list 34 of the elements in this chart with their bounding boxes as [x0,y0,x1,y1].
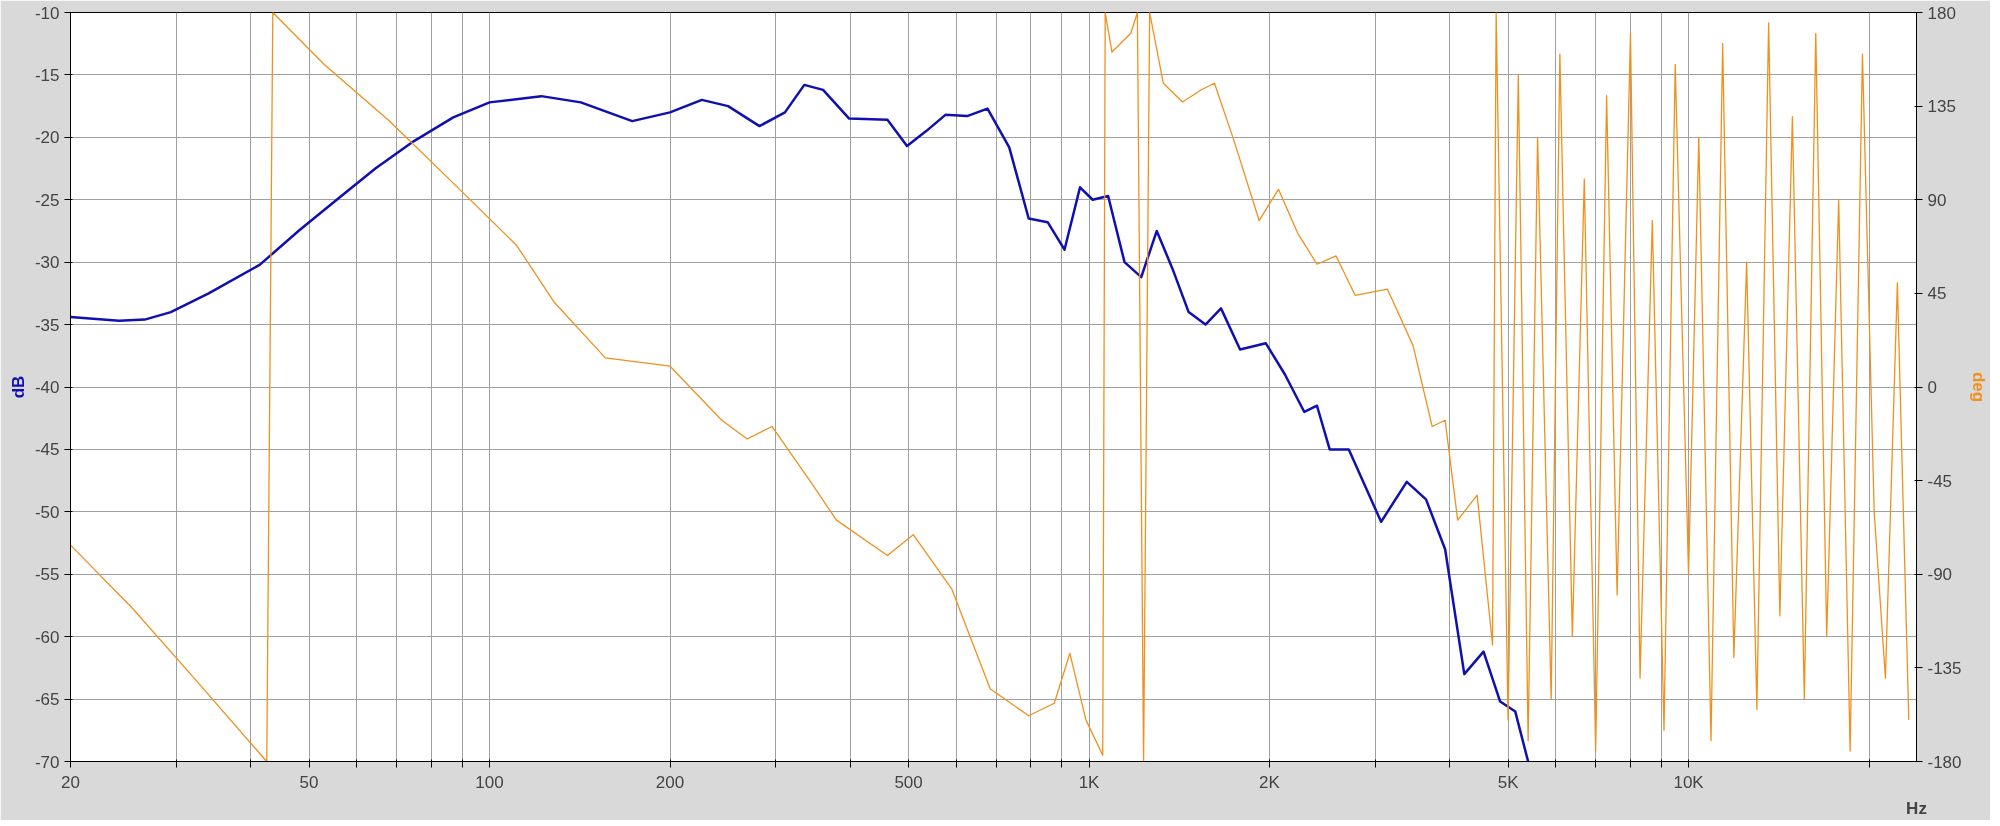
y-tick-label: -40 [34,378,60,397]
y-tick-label: -10 [34,3,60,23]
y-tick-label: -20 [34,128,60,148]
y-tick-label: -25 [34,190,60,210]
y-tick-label: -30 [34,253,60,273]
y2-tick-label: 180 [1927,3,1956,23]
y2-tick-label: 90 [1927,190,1947,210]
y2-tick-label: -45 [1927,471,1953,491]
y-tick-label: -55 [34,565,60,585]
y-tick-label: -15 [34,65,60,85]
y2-tick-label: -180 [1927,752,1962,772]
y-axis-title: dB [8,375,28,399]
y-tick-label: -45 [34,440,60,460]
x-tick-label: 50 [299,772,319,792]
x-tick-label: 10K [1673,772,1705,792]
x-axis-title: Hz [1906,798,1927,818]
y2-tick-label: 135 [1927,97,1956,117]
x-tick-label: 2K [1259,772,1281,792]
x-tick-label: 20 [61,772,80,792]
x-tick-label: 200 [655,772,685,792]
y2-tick-label: -135 [1927,658,1962,678]
y-tick-label: -70 [34,752,60,772]
y2-axis-title: deg [1968,371,1988,403]
y-tick-label: -50 [34,502,60,522]
x-tick-label: 1K [1078,772,1101,792]
x-tick-label: 5K [1497,772,1520,792]
y2-tick-label: 0 [1927,378,1937,397]
x-tick-label: 100 [475,772,504,792]
y-tick-label: -35 [34,315,60,335]
y-tick-label: -65 [34,690,60,710]
y2-tick-label: 45 [1927,284,1947,304]
y2-tick-label: -90 [1927,565,1953,585]
y-tick-label: -60 [34,627,60,647]
x-tick-label: 500 [894,772,923,792]
